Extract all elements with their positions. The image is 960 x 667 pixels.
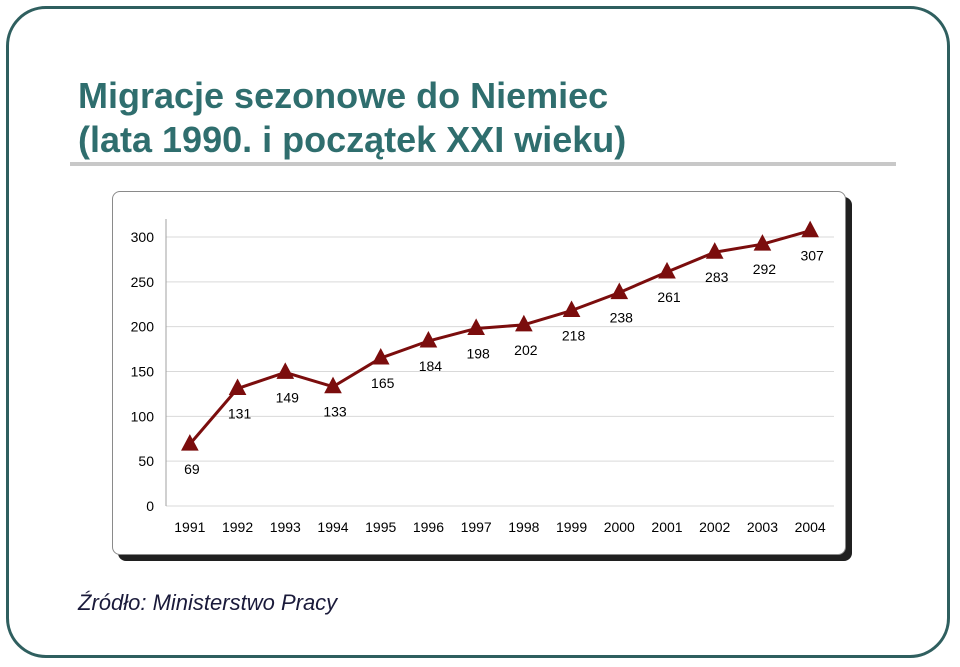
x-tick-label: 1996 [413,519,444,535]
source-note: Źródło: Ministerstwo Pracy [78,590,338,615]
x-tick-label: 2002 [699,519,730,535]
title-line-2: (lata 1990. i początek XXI wieku) [78,119,627,160]
data-point-marker [562,300,581,318]
series-line [188,229,811,446]
data-point-marker [181,434,199,451]
data-label: 238 [610,310,634,326]
data-point-marker [610,282,629,300]
x-tick-label: 1999 [556,519,587,535]
x-tick-label: 2001 [651,519,682,535]
data-point-marker [658,261,676,279]
y-tick-label: 300 [131,229,155,245]
y-tick-label: 100 [131,408,155,424]
data-label: 69 [184,461,200,477]
data-label: 307 [800,248,824,264]
data-point-marker [467,318,485,335]
data-point-marker [371,347,390,365]
data-point-marker [753,234,772,251]
x-tick-label: 1997 [461,519,492,535]
slide-frame [6,6,950,658]
x-tick-label: 2003 [747,519,778,535]
title-divider [70,162,896,166]
data-point-marker [515,314,533,332]
data-point-marker [419,330,438,348]
data-label: 218 [562,328,586,344]
axes: 0 50 100 150 200 250 300 1991 1992 1993 1994 1995 19… [131,219,826,535]
y-tick-label: 200 [131,319,155,335]
data-label: 283 [705,269,729,285]
title-line-1: Migracje sezonowe do Niemiec [78,75,609,116]
page-title: Migracje sezonowe do Niemiec (lata 1990.… [78,74,626,162]
x-tick-label: 1993 [270,519,301,535]
data-point-marker [705,242,724,259]
data-point-marker [324,376,342,394]
x-tick-label: 1992 [222,519,253,535]
y-tick-label: 150 [131,364,155,380]
x-tick-label: 2004 [795,519,826,535]
data-point-marker [801,220,819,238]
x-tick-label: 2000 [604,519,635,535]
data-label: 149 [276,389,300,405]
data-point-marker [228,378,247,396]
data-label: 133 [323,404,347,420]
data-label: 131 [228,406,252,422]
y-tick-label: 250 [131,274,155,290]
x-tick-label: 1991 [174,519,205,535]
data-point-marker [276,362,295,379]
y-tick-label: 50 [138,453,154,469]
data-label: 202 [514,342,538,358]
gridlines [166,236,834,507]
data-label: 184 [419,358,443,374]
data-labels: 69 131 149 133 165 184 198 202 218 238 261 283 292 30… [184,248,824,477]
x-tick-label: 1995 [365,519,396,535]
y-tick-label: 0 [146,498,154,514]
data-label: 261 [657,289,681,305]
data-label: 165 [371,375,395,391]
data-label: 292 [753,261,777,277]
series [181,220,819,451]
data-label: 198 [466,345,490,361]
x-tick-label: 1994 [317,519,348,535]
x-tick-label: 1998 [508,519,539,535]
